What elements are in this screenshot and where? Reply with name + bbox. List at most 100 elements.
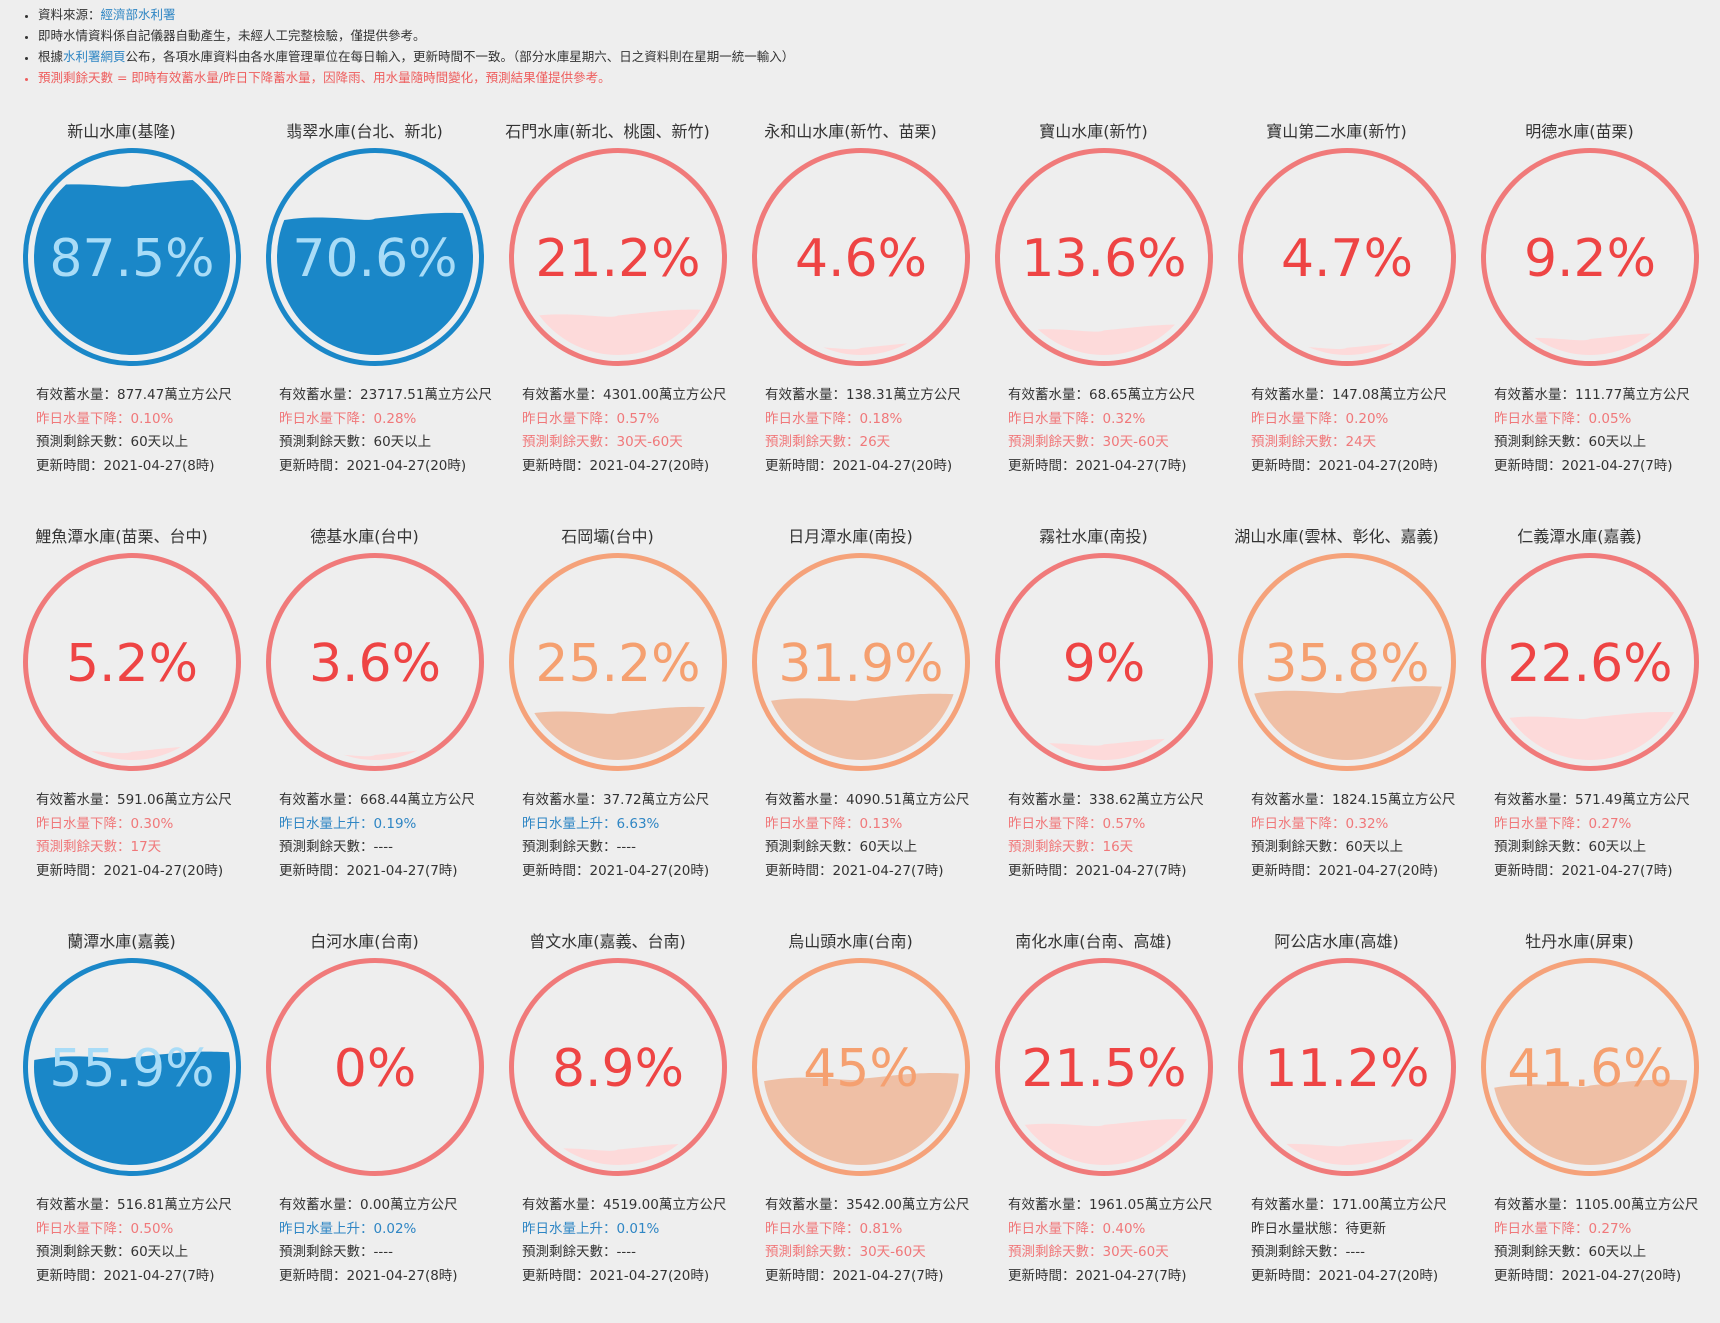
water-gauge: 35.8% [1238, 553, 1456, 771]
percent-label: 5.2% [66, 634, 198, 694]
water-gauge: 0% [266, 958, 484, 1176]
gauge-ring [509, 553, 727, 771]
storage-text: 有效蓄水量：591.06萬立方公尺 [36, 792, 232, 808]
gauge-ring [1481, 958, 1699, 1176]
days-left-text: 預測剩餘天數：16天 [1008, 839, 1134, 855]
gauge-ring [1238, 148, 1456, 366]
change-text: 昨日水量下降：0.18% [765, 410, 903, 427]
wra-website-link[interactable]: 水利署網頁 [63, 49, 126, 64]
percent-label: 0% [334, 1039, 417, 1099]
days-left-text: 預測剩餘天數：60天以上 [1494, 1244, 1647, 1260]
water-gauge: 22.6% [1481, 553, 1699, 771]
updated-time: 更新時間：2021-04-27(7時) [765, 862, 944, 879]
storage-text: 有效蓄水量：877.47萬立方公尺 [36, 387, 232, 403]
water-gauge: 9% [995, 553, 1213, 771]
updated-time: 更新時間：2021-04-27(20時) [1494, 1267, 1682, 1284]
gauge-ring [23, 958, 241, 1176]
percent-label: 35.8% [1264, 634, 1429, 694]
gauge-ring [752, 553, 970, 771]
reservoir-card: 仁義潭水庫(嘉義) 22.6% 有效蓄水量：571.49萬立方公尺 昨日水量下降：0.… [1458, 513, 1701, 918]
change-text: 昨日水量下降：0.05% [1494, 410, 1632, 427]
reservoir-info: 有效蓄水量：138.31萬立方公尺 昨日水量下降：0.18% 預測剩餘天數：26天更… [765, 384, 970, 478]
water-gauge: 55.9% [23, 958, 241, 1176]
updated-time: 更新時間：2021-04-27(7時) [1008, 457, 1187, 474]
water-gauge: 31.9% [752, 553, 970, 771]
change-text: 昨日水量下降：0.10% [36, 410, 174, 427]
water-gauge: 13.6% [995, 148, 1213, 366]
reservoir-card: 湖山水庫(雲林、彰化、嘉義) 35.8% 有效蓄水量：1824.15萬立方公尺 昨日水… [1215, 513, 1458, 918]
reservoir-name: 石門水庫(新北、桃園、新竹) [505, 122, 710, 141]
reservoir-info: 有效蓄水量：877.47萬立方公尺 昨日水量下降：0.10% 預測剩餘天數：60天以… [36, 384, 241, 478]
days-left-text: 預測剩餘天數：---- [522, 1244, 636, 1260]
gauge-ring [995, 553, 1213, 771]
gauge-ring [1481, 553, 1699, 771]
reservoir-info: 有效蓄水量：147.08萬立方公尺 昨日水量下降：0.20% 預測剩餘天數：24天更… [1251, 384, 1456, 478]
percent-label: 45% [803, 1039, 919, 1099]
reservoir-info: 有效蓄水量：0.00萬立方公尺 昨日水量上升：0.02% 預測剩餘天數：---- 更新… [279, 1194, 484, 1288]
change-text: 昨日水量下降：0.57% [1008, 815, 1146, 832]
water-fill [275, 1165, 475, 1167]
updated-time: 更新時間：2021-04-27(7時) [36, 1267, 215, 1284]
water-fill [1006, 324, 1202, 355]
reservoir-card: 寶山水庫(新竹) 13.6% 有效蓄水量：68.65萬立方公尺 昨日水量下降：0.32… [972, 108, 1215, 513]
days-left-text: 預測剩餘天數：26天 [765, 434, 891, 450]
percent-label: 4.7% [1281, 229, 1413, 289]
storage-text: 有效蓄水量：171.00萬立方公尺 [1251, 1197, 1447, 1213]
percent-label: 4.6% [795, 229, 927, 289]
updated-time: 更新時間：2021-04-27(20時) [765, 457, 953, 474]
water-fill [277, 212, 473, 355]
source-link[interactable]: 經濟部水利署 [100, 7, 176, 22]
water-fill [520, 309, 716, 355]
notes-panel: 資料來源：經濟部水利署 即時水情資料係自記儀器自動產生，未經人工完整檢驗，僅提供… [20, 4, 1700, 88]
reservoir-card: 石岡壩(台中) 25.2% 有效蓄水量：37.72萬立方公尺 昨日水量上升：6.63%… [486, 513, 729, 918]
reservoir-card: 南化水庫(台南、高雄) 21.5% 有效蓄水量：1961.05萬立方公尺 昨日水量下降… [972, 918, 1215, 1323]
reservoir-info: 有效蓄水量：516.81萬立方公尺 昨日水量下降：0.50% 預測剩餘天數：60天以… [36, 1194, 241, 1288]
change-text: 昨日水量下降：0.32% [1008, 410, 1146, 427]
storage-text: 有效蓄水量：338.62萬立方公尺 [1008, 792, 1204, 808]
water-gauge: 70.6% [266, 148, 484, 366]
reservoir-name: 蘭潭水庫(嘉義) [67, 932, 176, 951]
water-fill [34, 746, 230, 760]
reservoir-info: 有效蓄水量：3542.00萬立方公尺 昨日水量下降：0.81% 預測剩餘天數：30天… [765, 1194, 970, 1288]
storage-text: 有效蓄水量：3542.00萬立方公尺 [765, 1197, 970, 1213]
water-gauge: 21.2% [509, 148, 727, 366]
change-text: 昨日水量下降：0.81% [765, 1220, 903, 1237]
gauge-ring [995, 148, 1213, 366]
updated-time: 更新時間：2021-04-27(20時) [36, 862, 224, 879]
days-left-text: 預測剩餘天數：60天以上 [36, 434, 189, 450]
water-gauge: 4.6% [752, 148, 970, 366]
updated-time: 更新時間：2021-04-27(20時) [522, 1267, 710, 1284]
water-gauge: 8.9% [509, 958, 727, 1176]
gauge-ring [752, 958, 970, 1176]
days-left-text: 預測剩餘天數：60天以上 [1494, 839, 1647, 855]
change-text: 昨日水量下降：0.20% [1251, 410, 1389, 427]
storage-text: 有效蓄水量：1824.15萬立方公尺 [1251, 792, 1456, 808]
days-left-text: 預測剩餘天數：---- [279, 839, 393, 855]
reservoir-name: 烏山頭水庫(台南) [788, 932, 913, 951]
storage-text: 有效蓄水量：37.72萬立方公尺 [522, 792, 710, 808]
water-gauge: 9.2% [1481, 148, 1699, 366]
percent-label: 11.2% [1264, 1039, 1429, 1099]
reservoir-name: 曾文水庫(嘉義、台南) [529, 932, 686, 951]
reservoir-info: 有效蓄水量：23717.51萬立方公尺 昨日水量下降：0.28% 預測剩餘天數：60… [279, 384, 492, 478]
storage-text: 有效蓄水量：68.65萬立方公尺 [1008, 387, 1196, 403]
days-left-text: 預測剩餘天數：---- [1251, 1244, 1365, 1260]
reservoir-info: 有效蓄水量：171.00萬立方公尺 昨日水量狀態：待更新 預測剩餘天數：---- 更新… [1251, 1194, 1456, 1288]
water-fill [1006, 1119, 1202, 1165]
storage-text: 有效蓄水量：4301.00萬立方公尺 [522, 387, 727, 403]
days-left-text: 預測剩餘天數：30天-60天 [1008, 1244, 1169, 1260]
water-fill [1249, 342, 1445, 355]
change-text: 昨日水量下降：0.28% [279, 410, 417, 427]
change-text: 昨日水量下降：0.32% [1251, 815, 1389, 832]
water-gauge: 11.2% [1238, 958, 1456, 1176]
updated-time: 更新時間：2021-04-27(20時) [1251, 457, 1439, 474]
reservoir-info: 有效蓄水量：37.72萬立方公尺 昨日水量上升：6.63% 預測剩餘天數：---- 更… [522, 789, 727, 883]
water-fill [1249, 1139, 1445, 1165]
water-gauge: 87.5% [23, 148, 241, 366]
reservoir-card: 日月潭水庫(南投) 31.9% 有效蓄水量：4090.51萬立方公尺 昨日水量下降：0… [729, 513, 972, 918]
updated-time: 更新時間：2021-04-27(20時) [279, 457, 467, 474]
percent-label: 70.6% [292, 229, 457, 289]
note-update-policy: 根據水利署網頁公布，各項水庫資料由各水庫管理單位在每日輸入，更新時間不一致。（部… [38, 46, 1700, 67]
updated-time: 更新時間：2021-04-27(20時) [522, 862, 710, 879]
water-fill [34, 1051, 230, 1165]
